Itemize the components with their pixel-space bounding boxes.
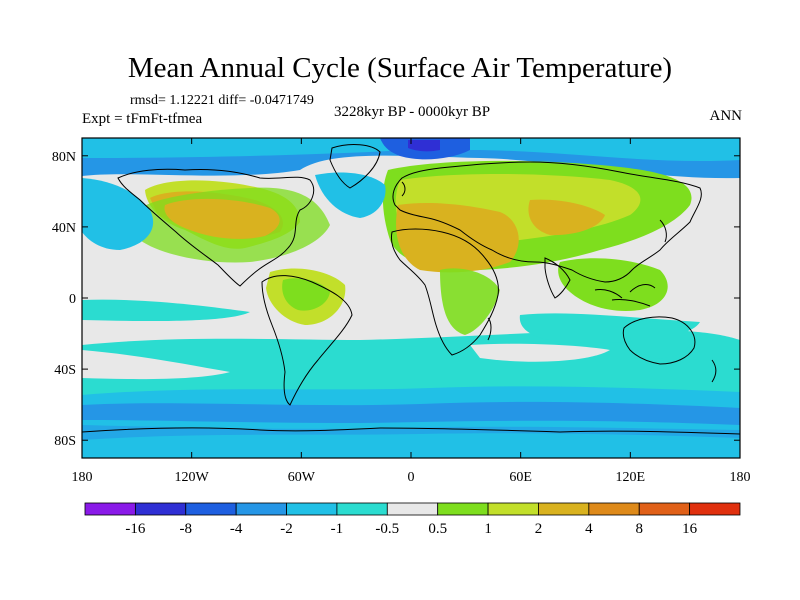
lat-tick-label: 80N: [52, 150, 76, 165]
colorbar: -16 -8 -4 -2 -1 -0.5 0.5 1 2 4 8 16: [84, 502, 741, 537]
colorbar-swatch: [386, 502, 439, 516]
colorbar-label: -8: [180, 521, 193, 537]
lat-tick-label: 80S: [54, 434, 76, 449]
colorbar-label: 0.5: [428, 521, 447, 537]
colorbar-swatch: [588, 502, 640, 516]
colorbar-label: 8: [635, 521, 643, 537]
lon-tick-label: 180: [730, 470, 751, 485]
colorbar-label: -1: [331, 521, 344, 537]
chart-title: Mean Annual Cycle (Surface Air Temperatu…: [127, 52, 673, 84]
lat-tick-label: 40N: [52, 221, 76, 236]
lat-tick-label: 0: [69, 292, 76, 307]
coastlines: [82, 144, 740, 435]
season-label: ANN: [709, 108, 743, 124]
colorbar-swatch: [235, 502, 287, 516]
period-label: 3228kyr BP - 0000kyr BP: [333, 104, 491, 120]
colorbar-swatch: [336, 502, 388, 516]
experiment-label: Expt = tFmFt-tfmea: [82, 111, 203, 127]
lon-tick-label: 0: [408, 470, 415, 485]
colorbar-swatch: [134, 502, 187, 516]
colorbar-label: 16: [682, 521, 698, 537]
rmsd-diff-stats: rmsd= 1.12221 diff= -0.0471749: [130, 93, 314, 108]
colorbar-label: -2: [280, 521, 293, 537]
anomaly-field: [82, 138, 740, 458]
colorbar-label: -0.5: [375, 521, 399, 537]
lat-tick-label: 40S: [54, 363, 76, 378]
colorbar-swatch: [286, 502, 338, 516]
lon-tick-label: 60E: [509, 470, 532, 485]
colorbar-swatch: [638, 502, 691, 516]
colorbar-swatch: [487, 502, 539, 516]
colorbar-label: 2: [535, 521, 543, 537]
colorbar-swatch: [689, 502, 741, 516]
colorbar-label: 4: [585, 521, 593, 537]
longitude-axis: 180 120W 60W 0 60E 120E 180: [72, 138, 751, 485]
colorbar-swatch: [538, 502, 590, 516]
colorbar-label: 1: [484, 521, 492, 537]
colorbar-swatch: [185, 502, 237, 516]
colorbar-swatch: [84, 502, 136, 516]
lon-tick-label: 180: [72, 470, 93, 485]
lon-tick-label: 120E: [616, 470, 646, 485]
latitude-axis: 80N 40N 0 40S 80S: [52, 150, 740, 449]
lon-tick-label: 60W: [288, 470, 316, 485]
lon-tick-label: 120W: [175, 470, 210, 485]
colorbar-label: -4: [230, 521, 243, 537]
colorbar-swatch: [437, 502, 489, 516]
colorbar-label: -16: [125, 521, 145, 537]
